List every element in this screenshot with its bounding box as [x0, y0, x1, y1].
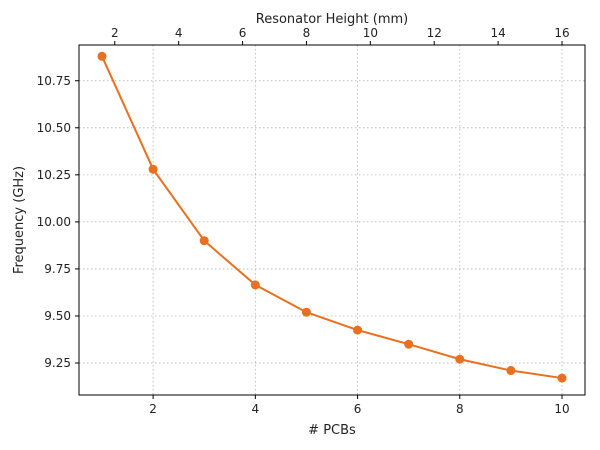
data-point [404, 339, 414, 349]
x-tick-label: 10 [554, 402, 569, 416]
y-tick-label: 9.75 [44, 262, 71, 276]
data-point [301, 307, 311, 317]
data-point [353, 325, 363, 335]
top-tick-label: 8 [303, 26, 311, 40]
data-point [199, 236, 209, 246]
y-tick-label: 9.25 [44, 356, 71, 370]
grid-lines [79, 45, 585, 395]
y-tick-label: 10.50 [37, 121, 71, 135]
data-point [97, 51, 107, 61]
x-tick-label: 4 [252, 402, 260, 416]
top-tick-label: 14 [490, 26, 505, 40]
y-tick-label: 10.25 [37, 168, 71, 182]
y-axis-label: Frequency (GHz) [12, 166, 27, 274]
top-tick-label: 16 [554, 26, 569, 40]
x-axis-label: # PCBs [308, 423, 356, 438]
series-line [101, 55, 563, 380]
data-point [148, 164, 158, 174]
top-tick-label: 2 [111, 26, 119, 40]
x-tick-label: 6 [354, 402, 362, 416]
top-tick-label: 6 [239, 26, 247, 40]
top-tick-label: 4 [175, 26, 183, 40]
top-axis-label: Resonator Height (mm) [256, 12, 408, 27]
top-tick-label: 10 [363, 26, 378, 40]
y-tick-label: 10.75 [37, 74, 71, 88]
y-tick-label: 9.50 [44, 309, 71, 323]
x-tick-label: 2 [149, 402, 157, 416]
x-tick-label: 8 [456, 402, 464, 416]
axis-ticks: 2 4 6 8 10 9.25 9.50 9.75 10.00 10.25 10.50 10.75 2 4… [37, 26, 570, 416]
data-point [455, 354, 465, 364]
data-point [557, 373, 567, 383]
data-point [250, 280, 260, 290]
series-group [97, 51, 567, 383]
top-tick-label: 12 [427, 26, 442, 40]
y-tick-label: 10.00 [37, 215, 71, 229]
plot-frame [78, 44, 586, 396]
data-point [506, 366, 516, 376]
